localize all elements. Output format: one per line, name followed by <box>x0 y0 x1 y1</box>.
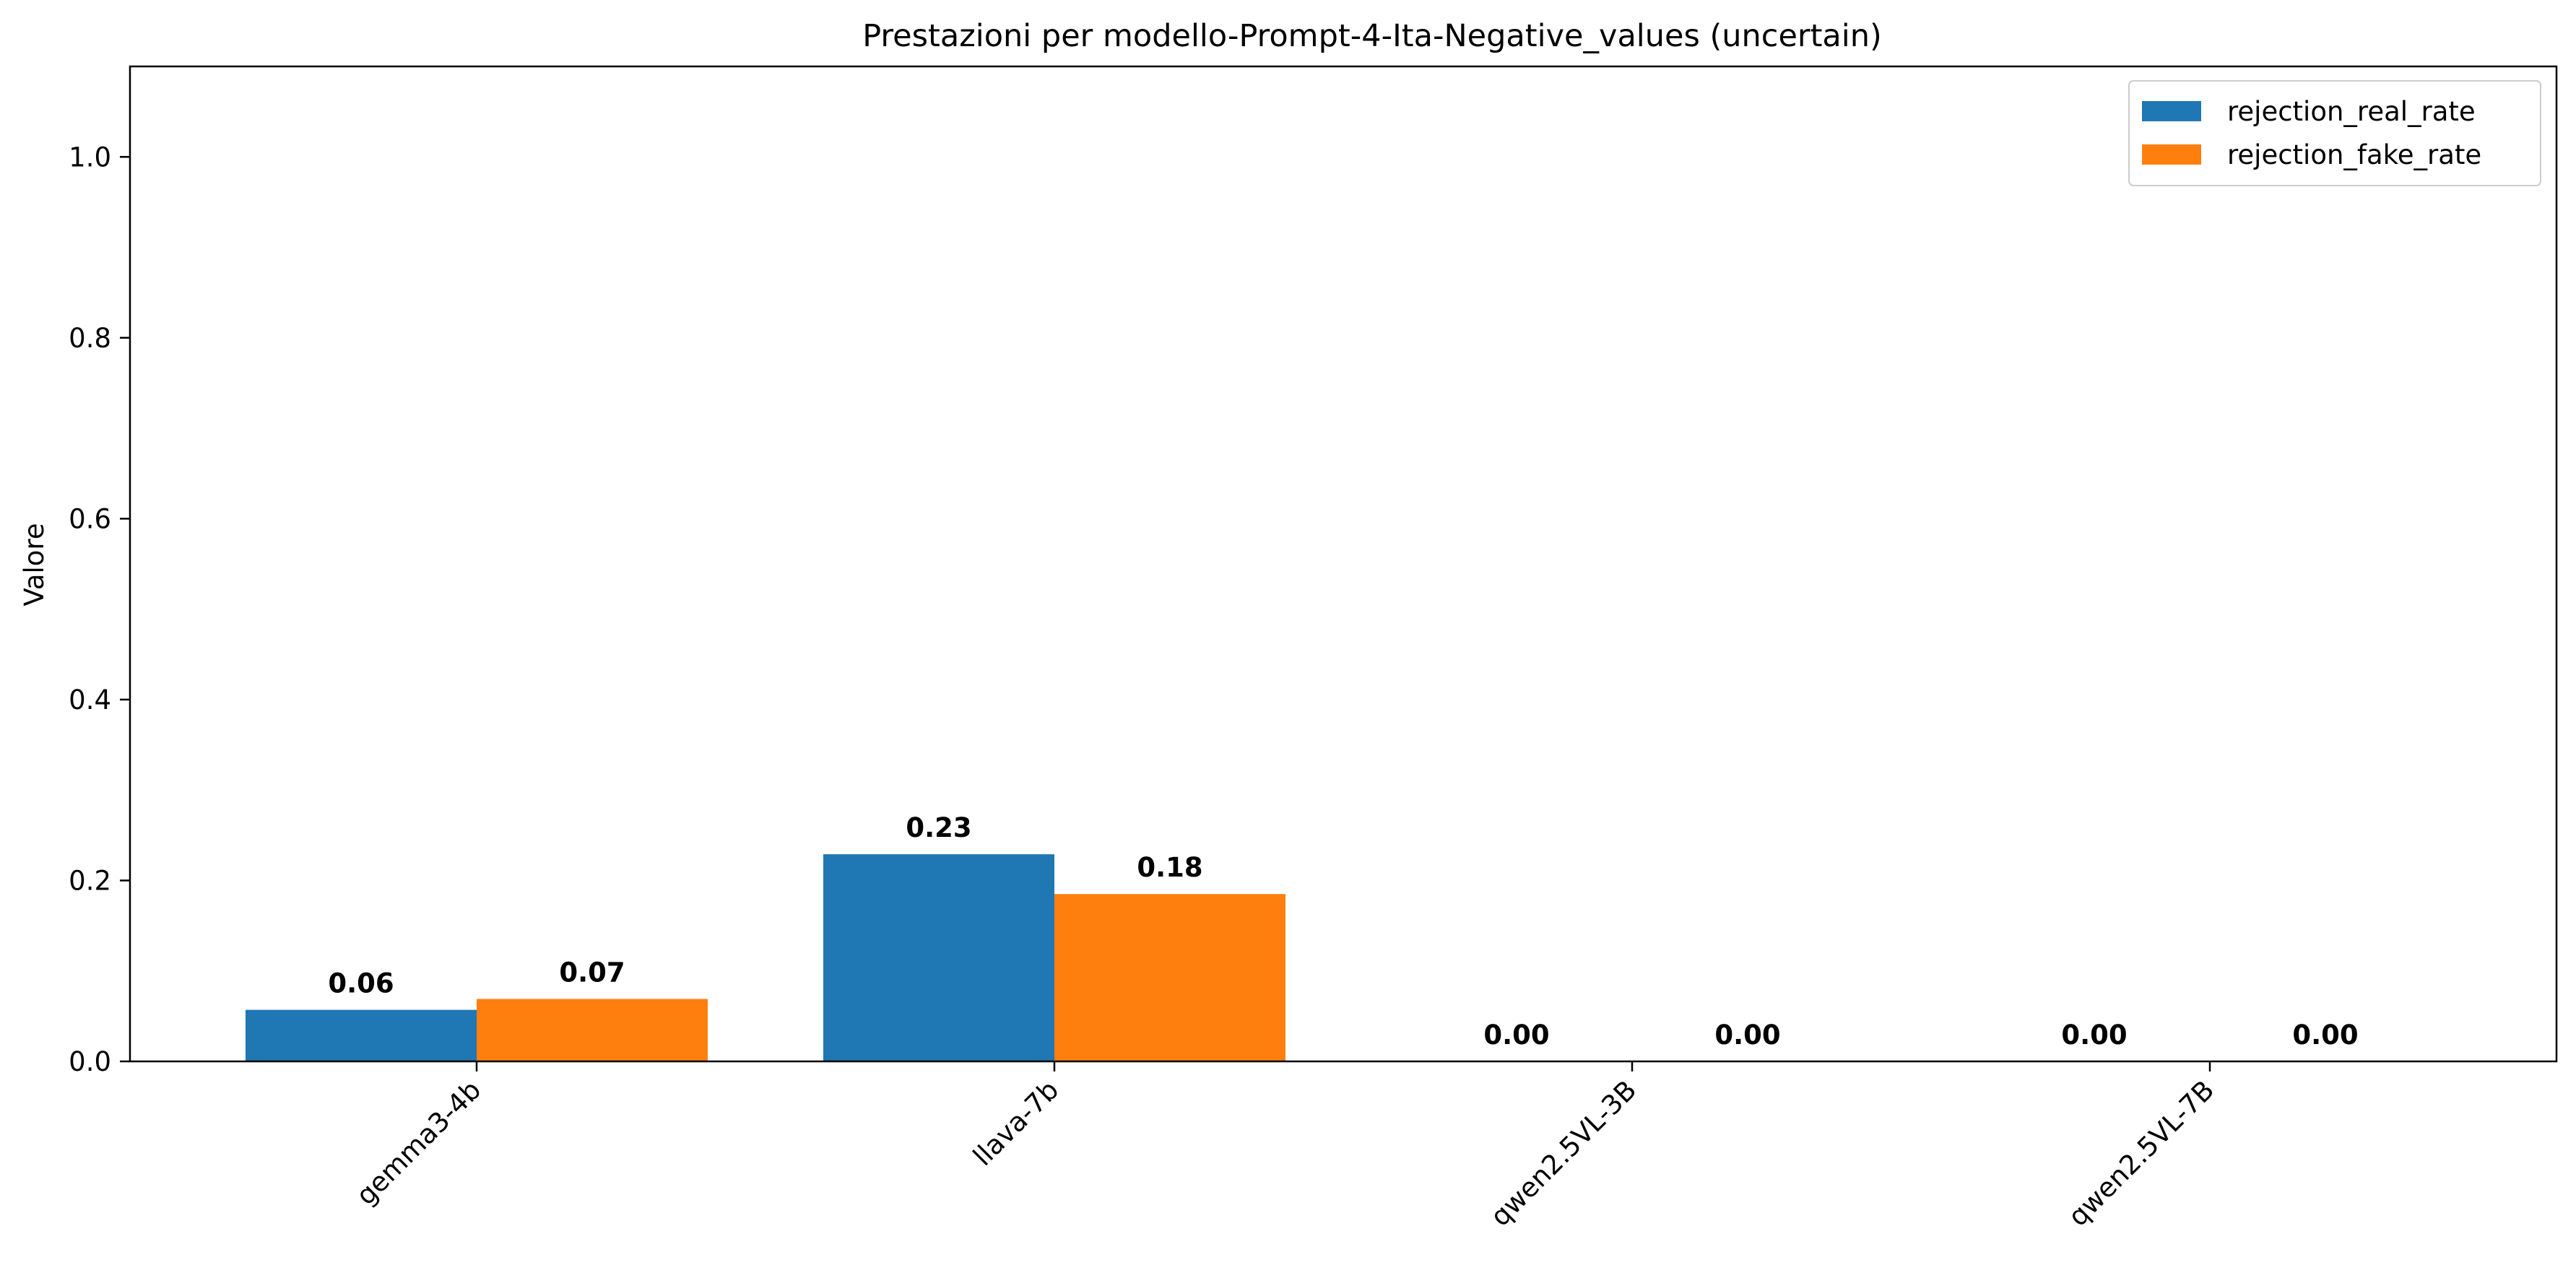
y-tick-label: 0.6 <box>69 503 111 534</box>
data-label-rejection_fake_rate-qwen2.5VL-3B: 0.00 <box>1714 1020 1780 1051</box>
y-axis-label: Valore <box>19 523 50 606</box>
bar-rejection_real_rate-llava-7b <box>823 854 1054 1061</box>
legend-label-rejection_fake_rate: rejection_fake_rate <box>2227 139 2481 170</box>
data-label-rejection_real_rate-gemma3-4b: 0.06 <box>328 968 394 999</box>
y-tick-label: 0.4 <box>69 684 111 716</box>
bar-rejection_real_rate-gemma3-4b <box>246 1009 477 1061</box>
legend: rejection_real_rate rejection_fake_rate <box>2128 80 2541 186</box>
data-label-rejection_real_rate-qwen2.5VL-3B: 0.00 <box>1483 1020 1549 1051</box>
legend-swatch-rejection_real_rate <box>2142 101 2201 121</box>
bar-rejection_fake_rate-gemma3-4b <box>477 999 708 1061</box>
axes-frame <box>129 65 2558 1063</box>
data-label-rejection_fake_rate-llava-7b: 0.18 <box>1137 852 1202 883</box>
data-label-rejection_fake_rate-qwen2.5VL-7B: 0.00 <box>2292 1020 2358 1051</box>
y-tick-label: 1.0 <box>69 142 111 173</box>
chart-title: Prestazioni per modello-Prompt-4-Ita-Neg… <box>862 18 1882 54</box>
data-label-rejection_real_rate-qwen2.5VL-7B: 0.00 <box>2061 1020 2127 1051</box>
data-label-rejection_real_rate-llava-7b: 0.23 <box>906 812 971 843</box>
y-tick-label: 0.0 <box>69 1046 111 1077</box>
legend-swatch-rejection_fake_rate <box>2142 144 2201 165</box>
legend-box <box>2128 80 2541 186</box>
bar-rejection_fake_rate-llava-7b <box>1054 894 1285 1061</box>
legend-label-rejection_real_rate: rejection_real_rate <box>2227 96 2476 127</box>
y-tick-label: 0.8 <box>69 323 111 354</box>
y-tick-label: 0.2 <box>69 865 111 896</box>
data-label-rejection_fake_rate-gemma3-4b: 0.07 <box>559 957 625 988</box>
